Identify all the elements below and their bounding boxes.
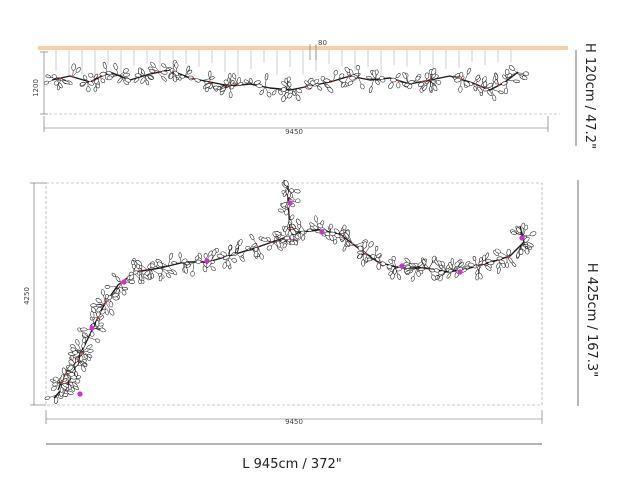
top-view: 4250 9450 H 425cm / 167.3" xyxy=(23,179,599,426)
top-branch-garland xyxy=(44,179,537,404)
top-width-dimension-label: 9450 xyxy=(285,418,303,426)
top-view-bounds xyxy=(45,182,543,406)
front-view: 80 1200 9450 H 120cm / 47.2" xyxy=(32,39,597,149)
ceiling-canopy xyxy=(38,46,568,50)
top-height-dimension-label: 4250 xyxy=(23,287,31,305)
top-height-caption: H 425cm / 167.3" xyxy=(584,263,599,377)
front-branch-garland xyxy=(43,59,530,103)
front-height-dimension-label: 1200 xyxy=(32,79,40,97)
front-height-caption: H 120cm / 47.2" xyxy=(582,43,597,149)
length-caption: L 945cm / 372" xyxy=(242,457,341,472)
canopy-dimension-label: 80 xyxy=(318,39,327,47)
front-width-dimension-label: 9450 xyxy=(285,128,303,136)
suspension-cables xyxy=(55,50,512,78)
